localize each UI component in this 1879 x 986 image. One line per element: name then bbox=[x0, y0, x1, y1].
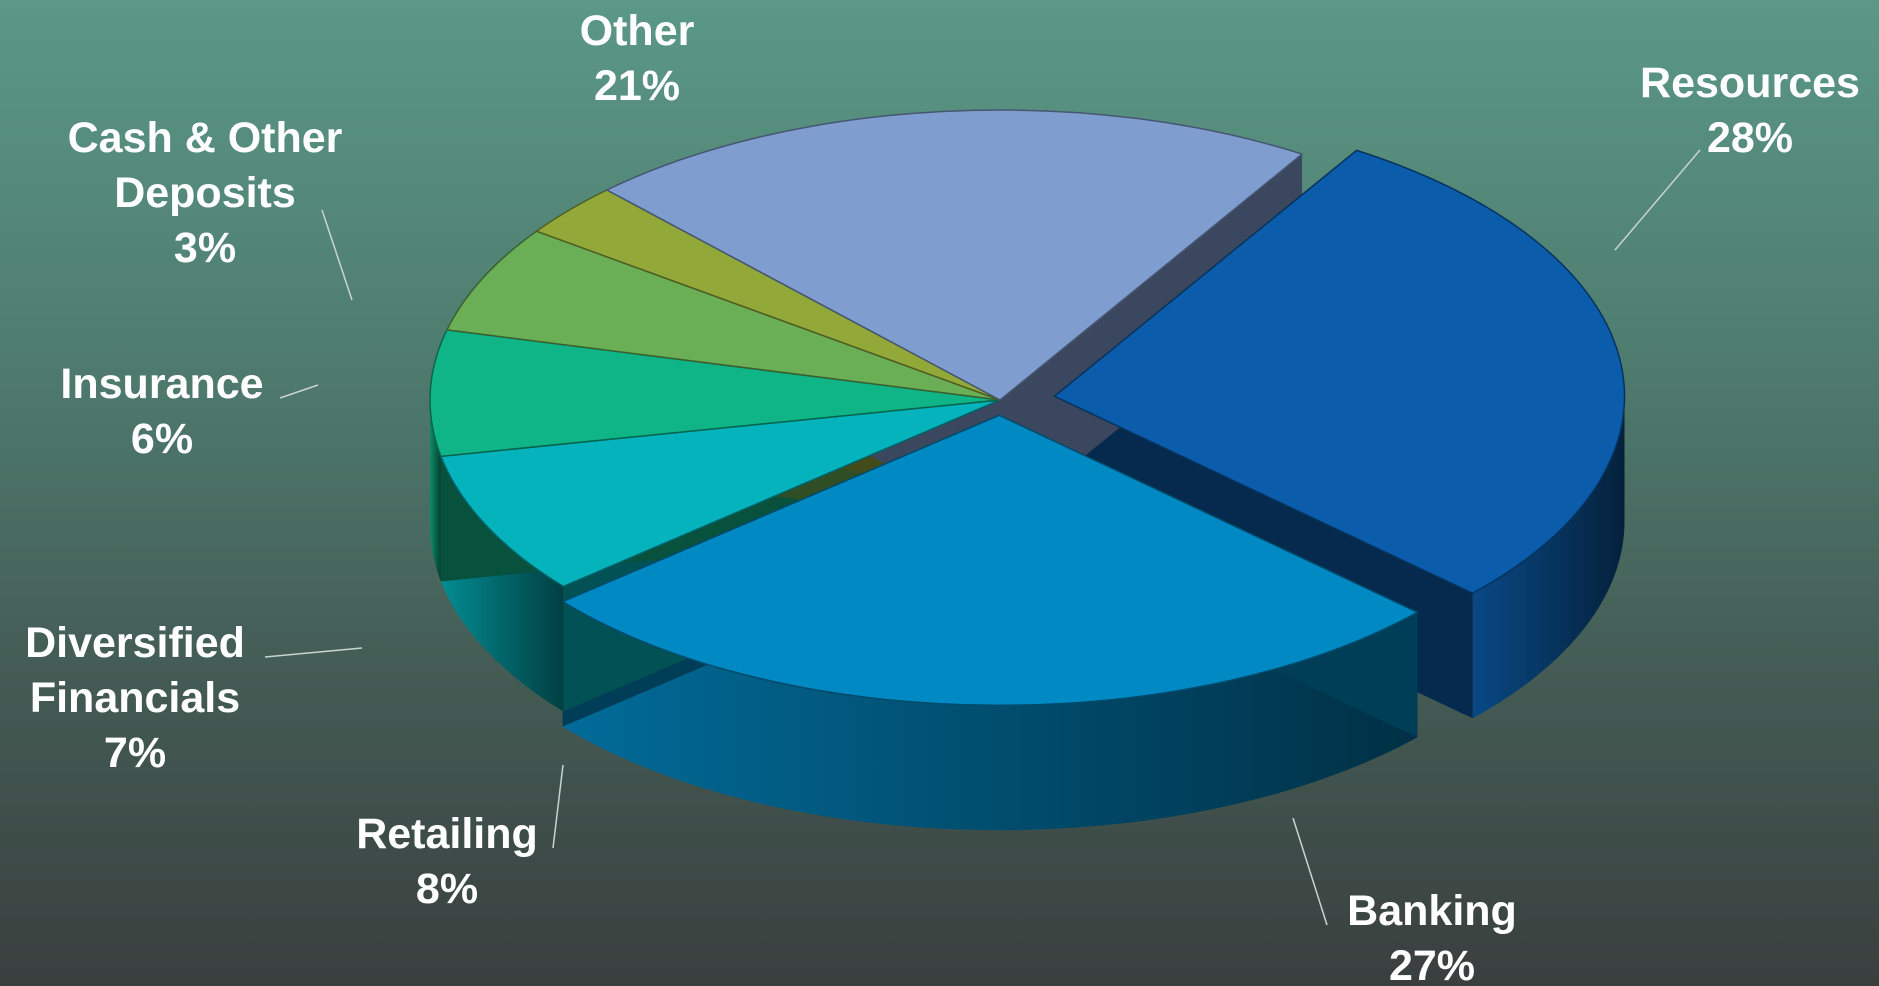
wall-banking bbox=[562, 601, 1418, 831]
slice-diversified-financials bbox=[429, 329, 1001, 458]
leader-lines bbox=[264, 149, 1701, 926]
label-other: Other 21% bbox=[580, 7, 695, 110]
name-label-resources: Resources bbox=[1640, 59, 1860, 107]
name-label-cash-and-other-deposits: Cash & Other bbox=[68, 114, 343, 162]
name-label-diversified-financials: Financials bbox=[30, 674, 240, 722]
wall-diversified-financials bbox=[430, 400, 441, 582]
percent-label-retailing: 8% bbox=[416, 865, 478, 913]
label-banking: Banking 27% bbox=[1347, 887, 1517, 986]
slice-insurance bbox=[445, 230, 1001, 401]
leader-cash-and-other-deposits bbox=[321, 209, 353, 301]
percent-label-banking: 27% bbox=[1389, 942, 1475, 986]
wall-resources bbox=[1472, 396, 1625, 719]
slice-banking bbox=[560, 414, 1420, 707]
leader-insurance bbox=[279, 384, 319, 399]
label-cash-and-other-deposits: Cash & Other Deposits 3% bbox=[68, 114, 343, 272]
leader-resources bbox=[1614, 149, 1701, 251]
label-retailing: Retailing 8% bbox=[356, 810, 538, 913]
slice-retailing bbox=[439, 399, 1001, 588]
percent-label-resources: 28% bbox=[1707, 114, 1793, 162]
name-label-cash-and-other-deposits: Deposits bbox=[114, 169, 296, 217]
percent-label-insurance: 6% bbox=[131, 415, 193, 463]
name-label-banking: Banking bbox=[1347, 887, 1517, 935]
slice-labels: Resources 28% Banking 27% Retailing 8% Diversi… bbox=[25, 7, 1860, 986]
percent-label-diversified-financials: 7% bbox=[104, 729, 166, 777]
name-label-retailing: Retailing bbox=[356, 810, 538, 858]
percent-label-cash-and-other-deposits: 3% bbox=[174, 224, 236, 272]
name-label-other: Other bbox=[580, 7, 695, 55]
leader-banking bbox=[1292, 817, 1328, 926]
name-label-diversified-financials: Diversified bbox=[25, 619, 245, 667]
leader-diversified-financials bbox=[264, 647, 363, 658]
label-insurance: Insurance 6% bbox=[60, 360, 263, 463]
slice-resources bbox=[1053, 149, 1626, 595]
leader-retailing bbox=[552, 764, 564, 849]
name-label-insurance: Insurance bbox=[60, 360, 263, 408]
slice-other bbox=[605, 109, 1304, 401]
percent-label-other: 21% bbox=[594, 62, 680, 110]
pie-top-faces bbox=[429, 109, 1626, 707]
label-resources: Resources 28% bbox=[1640, 59, 1860, 162]
label-diversified-financials: Diversified Financials 7% bbox=[25, 619, 245, 777]
